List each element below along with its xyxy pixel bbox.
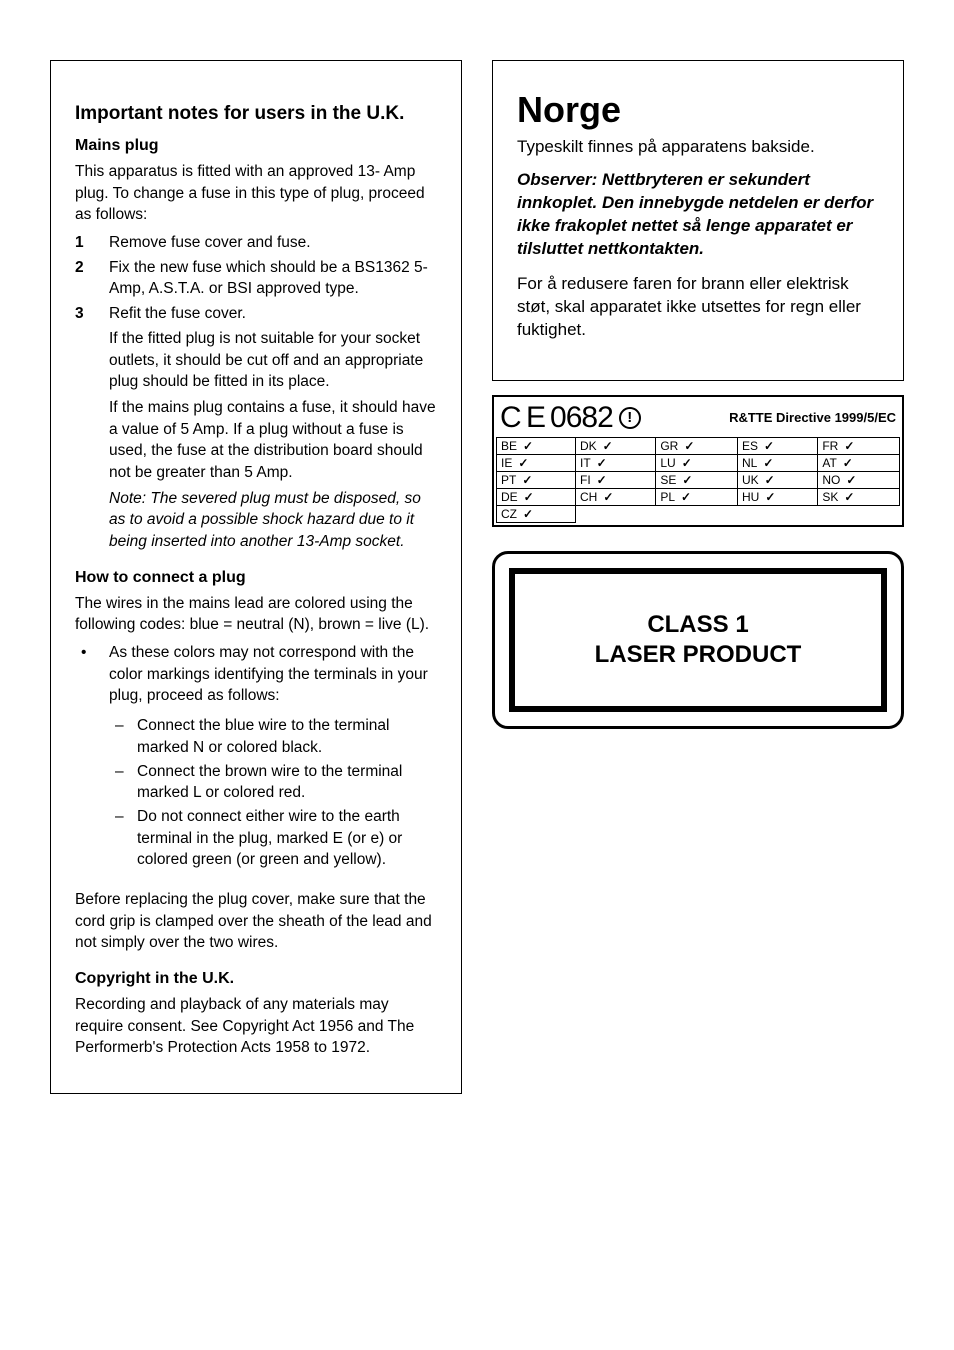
ce-country-cell: NO✓	[818, 471, 900, 488]
step-1: Remove fuse cover and fuse.	[109, 232, 437, 254]
connect-head: How to connect a plug	[75, 569, 437, 587]
ce-country-cell: FI✓	[576, 471, 656, 488]
ce-country-cell: PT✓	[497, 471, 576, 488]
ce-country-cell: LU✓	[656, 454, 738, 471]
ce-country-cell: SK✓	[818, 488, 900, 505]
ce-country-cell: GR✓	[656, 437, 738, 454]
mains-after-2: If the mains plug contains a fuse, it sh…	[109, 397, 437, 484]
norge-title: Norge	[517, 89, 879, 131]
ce-box: C E 0682 ! R&TTE Directive 1999/5/EC BE✓…	[492, 395, 904, 527]
bullet-icon: •	[75, 642, 109, 707]
uk-notes-box: Important notes for users in the U.K. Ma…	[50, 60, 462, 1094]
ce-country-cell: IE✓	[497, 454, 576, 471]
laser-line-1: CLASS 1	[525, 610, 871, 640]
ce-country-cell: BE✓	[497, 437, 576, 454]
ce-number: 0682	[550, 401, 613, 435]
mains-plug-head: Mains plug	[75, 137, 437, 155]
step-num-1: 1	[75, 232, 109, 254]
ce-country-cell: CZ✓	[497, 505, 576, 522]
ce-alert-icon: !	[619, 407, 641, 429]
dash-icon: –	[109, 761, 137, 804]
ce-directive: R&TTE Directive 1999/5/EC	[729, 410, 896, 425]
laser-box: CLASS 1 LASER PRODUCT	[492, 551, 904, 729]
mains-intro: This apparatus is fitted with an approve…	[75, 161, 437, 226]
norge-warn: Observer: Nettbryteren er sekundert innk…	[517, 169, 879, 261]
step-3: Refit the fuse cover.	[109, 303, 437, 325]
ce-country-table: BE✓DK✓GR✓ES✓FR✓ IE✓IT✓LU✓NL✓AT✓ PT✓FI✓SE✓U…	[496, 437, 900, 523]
connect-after: Before replacing the plug cover, make su…	[75, 889, 437, 954]
ce-country-cell: DE✓	[497, 488, 576, 505]
mains-note: Note: The severed plug must be disposed,…	[109, 488, 437, 553]
step-num-2: 2	[75, 257, 109, 300]
ce-header: C E 0682 ! R&TTE Directive 1999/5/EC	[496, 399, 900, 435]
ce-country-cell: PL✓	[656, 488, 738, 505]
dash-1: Connect the blue wire to the terminal ma…	[137, 715, 437, 758]
norge-sub: Typeskilt finnes på apparatens bakside.	[517, 137, 879, 157]
ce-country-cell: NL✓	[737, 454, 817, 471]
norge-body: For å redusere faren for brann eller ele…	[517, 273, 879, 342]
ce-country-cell: CH✓	[576, 488, 656, 505]
ce-country-cell: IT✓	[576, 454, 656, 471]
dash-3: Do not connect either wire to the earth …	[137, 806, 437, 871]
ce-country-cell: ES✓	[737, 437, 817, 454]
ce-country-cell	[656, 505, 738, 522]
dash-2: Connect the brown wire to the terminal m…	[137, 761, 437, 804]
connect-bullets: •As these colors may not correspond with…	[75, 642, 437, 707]
connect-dashes: –Connect the blue wire to the terminal m…	[109, 715, 437, 871]
laser-inner: CLASS 1 LASER PRODUCT	[509, 568, 887, 712]
step-2: Fix the new fuse which should be a BS136…	[109, 257, 437, 300]
ce-country-cell	[576, 505, 656, 522]
connect-bullet-1: As these colors may not correspond with …	[109, 642, 437, 707]
ce-country-cell	[818, 505, 900, 522]
mains-after-1: If the fitted plug is not suitable for y…	[109, 328, 437, 393]
step-num-3: 3	[75, 303, 109, 325]
ce-country-cell: UK✓	[737, 471, 817, 488]
dash-icon: –	[109, 806, 137, 871]
dash-icon: –	[109, 715, 137, 758]
ce-country-cell: SE✓	[656, 471, 738, 488]
uk-title: Important notes for users in the U.K.	[75, 103, 437, 125]
copyright-head: Copyright in the U.K.	[75, 970, 437, 988]
ce-country-cell: DK✓	[576, 437, 656, 454]
ce-country-cell	[737, 505, 817, 522]
norge-box: Norge Typeskilt finnes på apparatens bak…	[492, 60, 904, 381]
connect-intro: The wires in the mains lead are colored …	[75, 593, 437, 636]
copyright-body: Recording and playback of any materials …	[75, 994, 437, 1059]
ce-mark-icon: C E	[500, 401, 544, 435]
ce-country-cell: FR✓	[818, 437, 900, 454]
ce-country-cell: AT✓	[818, 454, 900, 471]
mains-steps: 1Remove fuse cover and fuse. 2Fix the ne…	[75, 232, 437, 325]
ce-country-cell: HU✓	[737, 488, 817, 505]
laser-line-2: LASER PRODUCT	[525, 640, 871, 670]
